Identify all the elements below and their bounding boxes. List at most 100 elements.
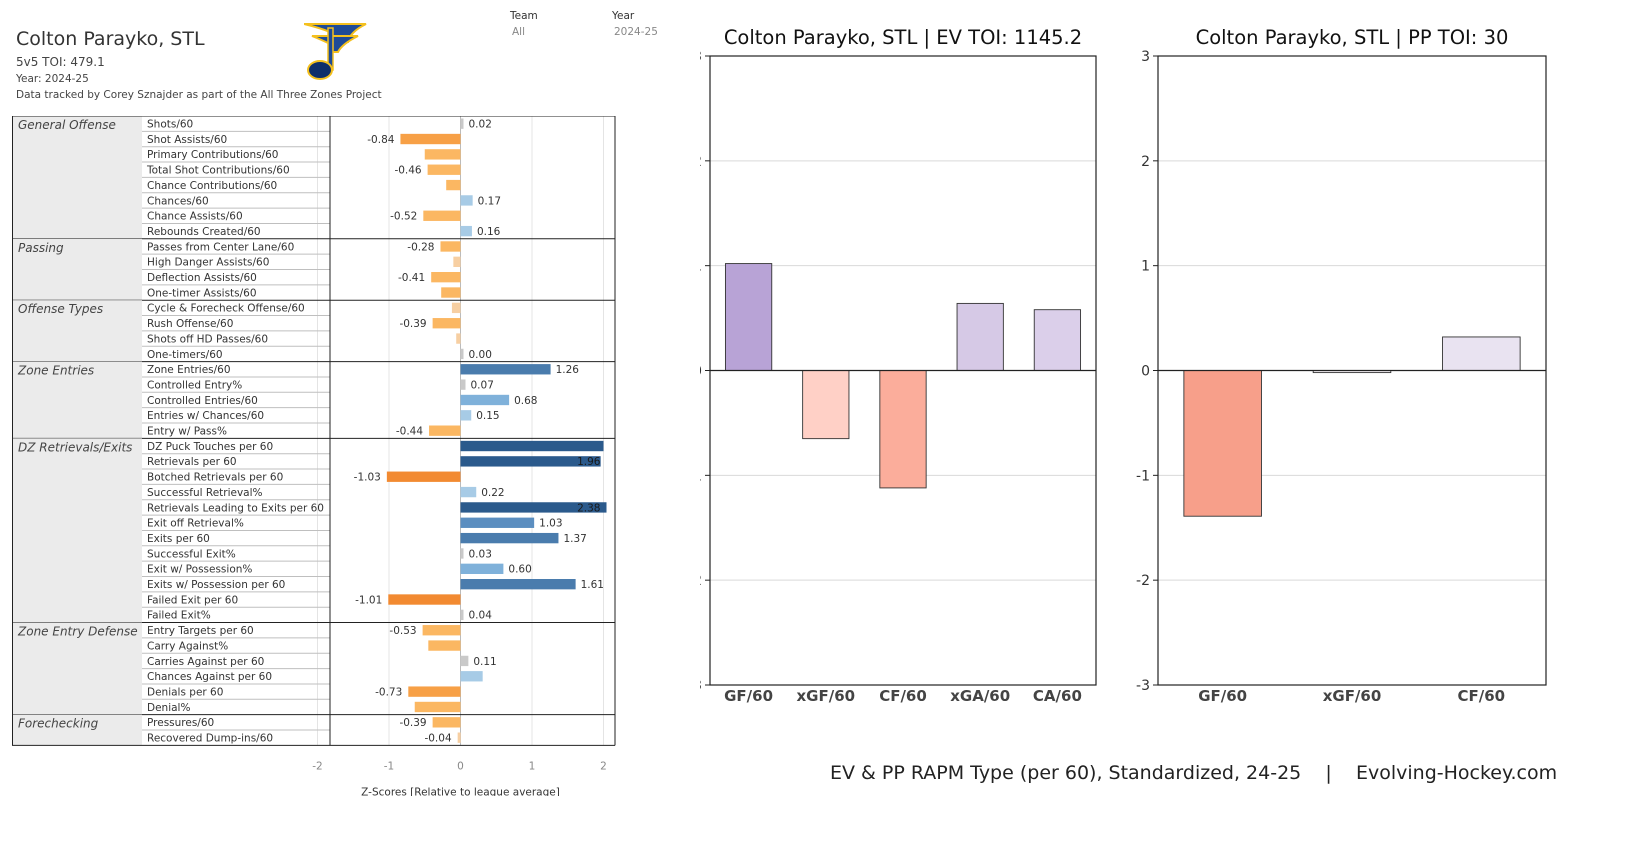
metric-label: Exit off Retrieval% [147,518,244,530]
rapm-panel: -3 -2 -1 0 1 2 3 GF/60 xGF/60 CF/60 xGA/60 CA/60 Col… [668,0,1639,844]
team-filter-value[interactable]: All [512,26,526,38]
metric-value: -0.28 [407,241,434,253]
metric-label: Rush Offense/60 [147,318,233,330]
metric-bar [460,563,504,574]
metric-label: Retrievals Leading to Exits per 60 [147,502,324,514]
metric-bar [460,532,559,544]
metric-value: 0.15 [476,410,499,422]
metric-label: Carry Against% [147,640,228,652]
metric-bar [460,517,535,528]
metric-bar [460,195,473,206]
metric-value: 0.07 [471,379,494,391]
metric-bar [414,701,461,713]
rapm-bar-cf-60 [879,370,927,489]
toi-text: 5v5 TOI: 479.1 [16,55,105,69]
metric-label: Successful Exit% [147,548,236,560]
metric-label: Chances/60 [147,195,209,207]
x-tick-label: 0 [457,760,464,772]
metric-label: DZ Puck Touches per 60 [147,441,273,453]
metric-label: Denials per 60 [147,686,223,698]
y-tick-label: 0 [700,364,702,380]
metric-label: One-timers/60 [147,349,223,361]
group-label-passing: Passing [18,241,64,255]
metric-label: Exits per 60 [147,533,210,545]
y-tick-label: -2 [1136,573,1150,589]
group-label-zone-entry-defense: Zone Entry Defense [17,625,138,639]
metric-value: 0.00 [469,349,492,361]
metric-bar [460,548,464,559]
metric-label: Botched Retrievals per 60 [147,472,283,484]
metric-bar [386,471,461,482]
chart-title-pp: Colton Parayko, STL | PP TOI: 30 [1196,26,1509,49]
x-tick-label-xga-60: xGA/60 [950,687,1010,705]
metric-bar [460,348,464,360]
metric-label: Rebounds Created/60 [147,226,261,238]
rapm-bar-xga-60 [956,302,1004,371]
metric-bar [428,640,461,651]
x-tick-label-xgf-60: xGF/60 [1323,687,1382,705]
metric-value: 0.02 [469,119,492,131]
metric-value: 0.22 [481,487,504,499]
metric-bar [460,456,601,467]
x-tick-label-xgf-60: xGF/60 [797,687,856,705]
metric-value: 0.16 [477,226,501,238]
metric-value: 0.03 [469,548,492,560]
metric-value: 1.61 [581,579,604,591]
player-card-panel: Colton Parayko, STL 5v5 TOI: 479.1 Year:… [0,0,700,844]
group-cell [12,300,142,362]
metric-label: Failed Exit per 60 [147,594,238,606]
metric-bar [460,379,466,390]
x-tick-label: -1 [384,760,394,772]
metric-value: -1.01 [355,594,382,606]
metric-bar [460,410,472,421]
y-tick-label: -1 [700,468,702,484]
zscore-table: -2 -1 0 1 2 General Offense Shots/60 0.02 Shot A… [12,115,622,800]
metric-bar [460,609,464,621]
metric-label: Failed Exit% [147,610,211,622]
metric-bar [440,241,461,252]
metric-label: One-timer Assists/60 [147,287,257,299]
rapm-charts: -3 -2 -1 0 1 2 3 GF/60 xGF/60 CF/60 xGA/60 CA/60 Col… [668,26,1547,705]
metric-bar [422,625,461,636]
group-label-zone-entries: Zone Entries [17,364,94,378]
metric-value: -0.44 [396,426,423,438]
metric-bar [431,272,461,283]
metric-bar [460,364,551,375]
group-label-dz-retrievals-exits: DZ Retrievals/Exits [18,440,132,454]
metric-value: -0.39 [399,717,426,729]
metric-bar [460,655,469,667]
metric-value: -0.73 [375,686,402,698]
rapm-bar-gf-60 [1183,370,1262,517]
group-cell [12,714,142,746]
x-tick-label-ca-60: CA/60 [1033,687,1082,705]
metric-label: High Danger Assists/60 [147,257,269,269]
metric-value: -1.03 [354,472,381,484]
metric-value: -0.53 [389,625,416,637]
footer-caption: EV & PP RAPM Type (per 60), Standardized… [830,762,1558,784]
x-axis-label: Z-Scores [Relative to league average] [361,786,560,796]
y-tick-label: 2 [700,154,702,170]
x-tick-label: 2 [600,760,607,772]
metric-label: Controlled Entries/60 [147,395,258,407]
metric-value: 2.38 [577,502,600,514]
metric-label: Carries Against per 60 [147,656,264,668]
metric-value: 1.96 [577,456,601,468]
metric-bar [451,302,461,314]
metric-label: Passes from Center Lane/60 [147,241,294,253]
metric-bar [432,318,461,329]
year-filter-value[interactable]: 2024-25 [614,26,658,38]
metric-bar [460,225,472,237]
rapm-bar-ca-60 [1033,309,1082,371]
metric-label: Entries w/ Chances/60 [147,410,264,422]
x-tick-label-gf-60: GF/60 [724,687,773,705]
metric-bar [400,133,461,145]
metric-bar [456,333,461,344]
metric-bar [446,179,461,191]
metric-bar [432,717,461,728]
x-tick-label: 1 [529,760,536,772]
metric-value: -0.52 [390,211,417,223]
metric-label: Primary Contributions/60 [147,149,278,161]
group-label-forechecking: Forechecking [18,717,99,731]
metric-label: Entry Targets per 60 [147,625,254,637]
y-tick-label: -3 [700,678,702,694]
